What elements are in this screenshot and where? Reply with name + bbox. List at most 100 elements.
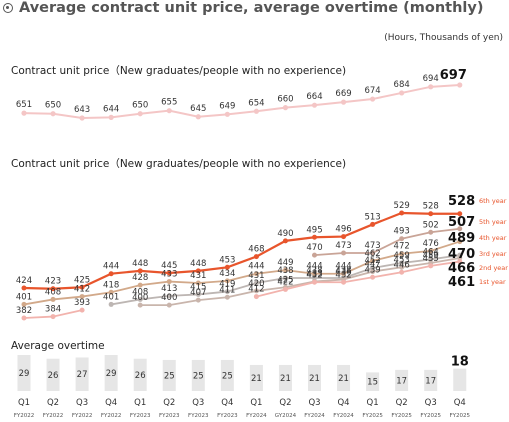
year-series-point	[79, 284, 85, 290]
year-series-data-label: 420	[248, 279, 264, 289]
x-tick-quarter: Q2	[279, 398, 291, 408]
all-price-point	[224, 111, 230, 117]
all-price-data-label: 660	[277, 95, 293, 105]
year-series-line	[23, 240, 461, 306]
year-series-data-label: 431	[190, 271, 206, 281]
year-series-point	[341, 250, 347, 256]
all-price-point	[457, 82, 463, 88]
overtime-data-label: 17	[396, 376, 407, 386]
year-series-line	[23, 211, 460, 290]
section-bullet-icon	[3, 3, 13, 13]
overtime-bar	[104, 355, 118, 391]
overtime-last-label: 18	[451, 355, 469, 370]
x-tick-fiscal-year: GY2024	[275, 413, 297, 419]
legend-year-label: 2nd year	[479, 264, 508, 272]
all-price-data-label: 643	[74, 105, 90, 115]
overtime-bar	[75, 357, 89, 391]
legend-year-label: 3rd year	[479, 250, 507, 258]
year-series-data-label: 431	[248, 271, 264, 281]
year-series-data-label: 438	[306, 266, 322, 276]
year-series-data-label: 408	[132, 287, 148, 297]
year-series-point	[166, 302, 172, 308]
year-series-last-label: 489	[448, 231, 475, 246]
year-series-data-label: 459	[423, 251, 439, 261]
overtime-data-label: 25	[164, 371, 175, 381]
x-tick-fiscal-year: FY2025	[420, 413, 441, 419]
year-series-point	[457, 255, 463, 261]
all-price-point	[50, 111, 56, 117]
year-series-data-label: 464	[423, 247, 439, 257]
year-series-point	[50, 286, 56, 292]
overtime-data-label: 25	[193, 371, 204, 381]
year-series-data-label: 418	[103, 280, 119, 290]
year-series-point	[21, 285, 27, 291]
x-tick-quarter: Q4	[454, 398, 466, 408]
unit-price-all-title: Contract unit price（New graduates/people…	[11, 65, 347, 77]
legend-year-label: 4th year	[479, 234, 507, 242]
x-tick-quarter: Q3	[425, 398, 437, 408]
year-series-point	[370, 274, 376, 280]
overtime-data-label: 21	[309, 374, 320, 384]
year-series-point	[21, 301, 27, 307]
year-series-data-label: 448	[190, 259, 206, 269]
all-price-point	[282, 105, 289, 111]
all-price-data-label: 644	[103, 104, 119, 114]
overtime-bar	[133, 358, 147, 391]
x-tick-fiscal-year: FY2024	[333, 413, 354, 419]
x-tick-quarter: Q1	[134, 398, 146, 408]
year-series-data-label: 452	[364, 256, 380, 266]
year-series-data-label: 407	[190, 288, 206, 298]
year-series-data-label: 513	[364, 212, 380, 222]
overtime-data-label: 29	[106, 369, 117, 379]
year-series-point	[108, 271, 114, 277]
year-series-data-label: 393	[74, 298, 90, 308]
all-price-data-label: 651	[16, 100, 32, 110]
overtime-data-label: 21	[251, 374, 262, 384]
year-series-point	[166, 279, 172, 285]
overtime-bar	[453, 368, 467, 391]
all-price-point	[21, 110, 27, 116]
year-series-data-label: 439	[364, 265, 380, 275]
overtime-bar	[308, 364, 321, 391]
legend-year-label: 1st year	[479, 278, 506, 286]
year-series-point	[399, 210, 405, 216]
overtime-bar	[162, 359, 176, 391]
year-series-point	[195, 291, 201, 297]
year-series-point	[253, 254, 259, 260]
year-series-point	[428, 248, 434, 254]
x-tick-fiscal-year: FY2022	[14, 413, 35, 419]
overtime-bar	[46, 358, 60, 391]
year-series-last-label: 507	[448, 215, 475, 230]
x-tick-fiscal-year: FY2022	[43, 413, 64, 419]
year-series-point	[282, 286, 288, 292]
year-series-point	[399, 264, 405, 270]
year-series-point	[428, 211, 434, 217]
x-tick-quarter: Q3	[192, 398, 204, 408]
x-tick-fiscal-year: FY2025	[449, 413, 470, 419]
year-series-data-label: 412	[74, 285, 90, 295]
x-tick-fiscal-year: FY2025	[391, 413, 412, 419]
year-series-point	[399, 260, 405, 266]
overtime-data-label: 17	[425, 376, 436, 386]
year-series-point	[457, 226, 463, 232]
all-price-data-label: 674	[364, 86, 380, 96]
x-tick-quarter: Q4	[105, 398, 117, 408]
year-series-data-label: 382	[16, 306, 32, 316]
year-series-data-label: 529	[394, 201, 410, 211]
x-tick-quarter: Q3	[308, 398, 320, 408]
year-series-point	[282, 238, 288, 244]
x-tick-fiscal-year: FY2023	[159, 413, 180, 419]
year-series-last-label: 528	[448, 194, 475, 209]
year-series-point	[253, 271, 259, 277]
all-price-last-label: 697	[440, 68, 467, 83]
all-price-data-label: 650	[132, 101, 148, 111]
year-series-data-label: 448	[132, 259, 148, 269]
all-price-data-label: 664	[306, 92, 322, 102]
year-series-last-label: 461	[448, 275, 475, 290]
year-series-point	[399, 251, 405, 257]
year-series-point	[428, 256, 434, 262]
all-price-data-label: 649	[219, 101, 235, 111]
overtime-bar	[220, 359, 234, 391]
x-tick-quarter: Q1	[18, 398, 30, 408]
